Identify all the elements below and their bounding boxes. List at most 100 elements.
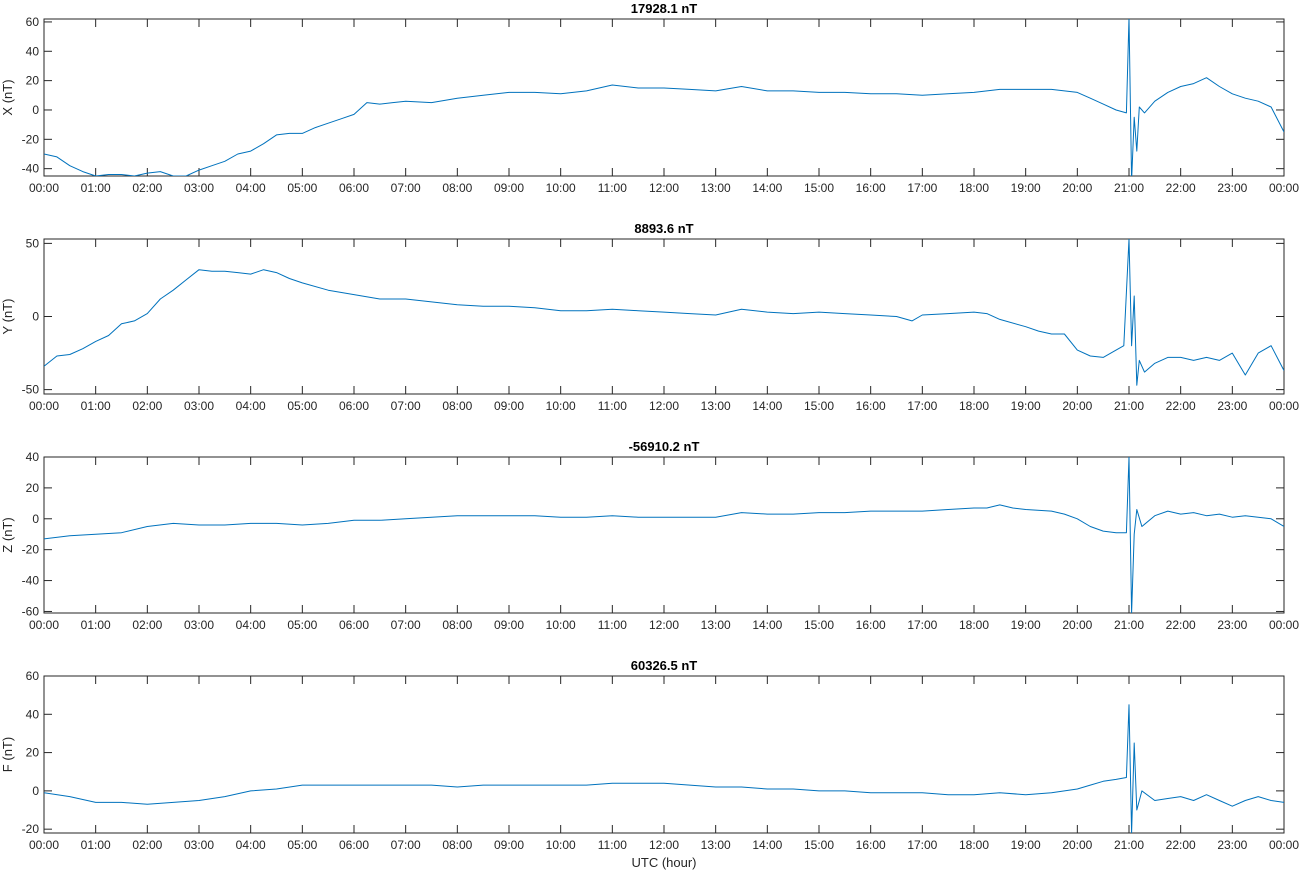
x-axis-label: UTC (hour) <box>631 855 696 870</box>
x-tick-label: 13:00 <box>701 838 731 852</box>
x-tick-label: 07:00 <box>391 618 421 632</box>
x-tick-label: 22:00 <box>1166 399 1196 413</box>
x-tick-label: 08:00 <box>442 838 472 852</box>
x-tick-label: 00:00 <box>29 181 59 195</box>
x-tick-label: 23:00 <box>1217 618 1247 632</box>
x-tick-label: 10:00 <box>546 181 576 195</box>
x-tick-label: 18:00 <box>959 399 989 413</box>
x-tick-label: 11:00 <box>598 399 627 413</box>
x-tick-label: 23:00 <box>1217 838 1247 852</box>
x-tick-label: 12:00 <box>649 838 679 852</box>
y-tick-label: 40 <box>26 44 40 58</box>
x-tick-label: 00:00 <box>1269 618 1299 632</box>
x-tick-label: 06:00 <box>339 618 369 632</box>
x-tick-label: 19:00 <box>1011 399 1041 413</box>
x-tick-label: 07:00 <box>391 838 421 852</box>
x-tick-label: 21:00 <box>1114 181 1144 195</box>
x-tick-label: 05:00 <box>287 838 317 852</box>
x-tick-label: 03:00 <box>184 181 214 195</box>
y-tick-label: 50 <box>26 236 40 250</box>
axes-box <box>43 238 1285 395</box>
y-tick-label: 20 <box>26 74 40 88</box>
x-tick-label: 12:00 <box>649 181 679 195</box>
x-tick-label: 10:00 <box>546 838 576 852</box>
x-tick-label: 06:00 <box>339 399 369 413</box>
x-tick-label: 02:00 <box>132 838 162 852</box>
x-tick-label: 00:00 <box>29 399 59 413</box>
x-tick-label: 16:00 <box>856 618 886 632</box>
x-tick-label: 00:00 <box>29 618 59 632</box>
x-tick-label: 18:00 <box>959 618 989 632</box>
y-axis-label: X (nT) <box>0 79 15 115</box>
y-tick-label: 60 <box>26 15 40 29</box>
axes-box <box>43 675 1285 834</box>
x-tick-label: 05:00 <box>287 399 317 413</box>
x-tick-label: 15:00 <box>804 399 834 413</box>
x-tick-label: 00:00 <box>1269 399 1299 413</box>
x-tick-label: 11:00 <box>598 618 627 632</box>
panel-x: 17928.1 nT X (nT) 00:00 01:00 02:00 03:00 04… <box>0 1 1299 195</box>
x-tick-label: 00:00 <box>29 838 59 852</box>
series-line <box>44 239 1284 386</box>
y-tick-label: -40 <box>22 162 40 176</box>
x-tick-label: 22:00 <box>1166 618 1196 632</box>
y-tick-label: -20 <box>22 132 40 146</box>
x-tick-label: 23:00 <box>1217 181 1247 195</box>
y-axis-label: F (nT) <box>0 737 15 772</box>
x-tick-label: 13:00 <box>701 618 731 632</box>
y-tick-label: -20 <box>22 543 40 557</box>
panel-title: -56910.2 nT <box>629 439 700 454</box>
x-tick-label: 10:00 <box>546 618 576 632</box>
x-tick-label: 16:00 <box>856 181 886 195</box>
x-tick-label: 12:00 <box>649 399 679 413</box>
x-tick-label: 09:00 <box>494 399 524 413</box>
series-line <box>44 19 1284 176</box>
x-tick-label: 13:00 <box>701 399 731 413</box>
x-tick-label: 20:00 <box>1062 181 1092 195</box>
x-tick-label: 20:00 <box>1062 399 1092 413</box>
x-tick-label: 22:00 <box>1166 181 1196 195</box>
x-tick-label: 01:00 <box>81 399 111 413</box>
x-tick-label: 18:00 <box>959 838 989 852</box>
x-tick-label: 04:00 <box>236 399 266 413</box>
x-tick-label: 21:00 <box>1114 399 1144 413</box>
panel-title: 17928.1 nT <box>631 1 698 16</box>
x-tick-label: 15:00 <box>804 838 834 852</box>
x-tick-label: 17:00 <box>907 618 937 632</box>
x-tick-label: 21:00 <box>1114 838 1144 852</box>
x-tick-label: 11:00 <box>598 838 627 852</box>
y-tick-label: 40 <box>26 450 40 464</box>
x-tick-label: 01:00 <box>81 181 111 195</box>
y-tick-label: 20 <box>26 746 40 760</box>
x-tick-label: 01:00 <box>81 618 111 632</box>
x-tick-label: 06:00 <box>339 838 369 852</box>
x-tick-label: 16:00 <box>856 399 886 413</box>
panel-f: 60326.5 nT F (nT) 00:00 01:00 02:00 03:00 04… <box>0 658 1299 852</box>
x-tick-label: 14:00 <box>752 618 782 632</box>
x-tick-label: 08:00 <box>442 399 472 413</box>
panel-title: 60326.5 nT <box>631 658 698 673</box>
x-tick-label: 09:00 <box>494 618 524 632</box>
x-tick-label: 17:00 <box>907 838 937 852</box>
panel-z: -56910.2 nT Z (nT) 00:00 01:00 02:00 03:00 0… <box>0 439 1299 632</box>
x-tick-label: 14:00 <box>752 838 782 852</box>
x-tick-label: 09:00 <box>494 838 524 852</box>
x-tick-label: 17:00 <box>907 181 937 195</box>
y-tick-label: 60 <box>26 669 40 683</box>
x-tick-label: 03:00 <box>184 618 214 632</box>
x-tick-label: 19:00 <box>1011 618 1041 632</box>
y-axis-label: Y (nT) <box>0 299 15 335</box>
x-tick-label: 18:00 <box>959 181 989 195</box>
x-tick-label: 15:00 <box>804 181 834 195</box>
y-tick-label: 0 <box>32 103 39 117</box>
x-tick-label: 13:00 <box>701 181 731 195</box>
x-tick-label: 16:00 <box>856 838 886 852</box>
x-tick-label: 15:00 <box>804 618 834 632</box>
x-tick-label: 07:00 <box>391 181 421 195</box>
x-tick-label: 14:00 <box>752 399 782 413</box>
x-tick-label: 22:00 <box>1166 838 1196 852</box>
x-tick-label: 00:00 <box>1269 181 1299 195</box>
x-tick-label: 08:00 <box>442 618 472 632</box>
x-tick-label: 02:00 <box>132 618 162 632</box>
